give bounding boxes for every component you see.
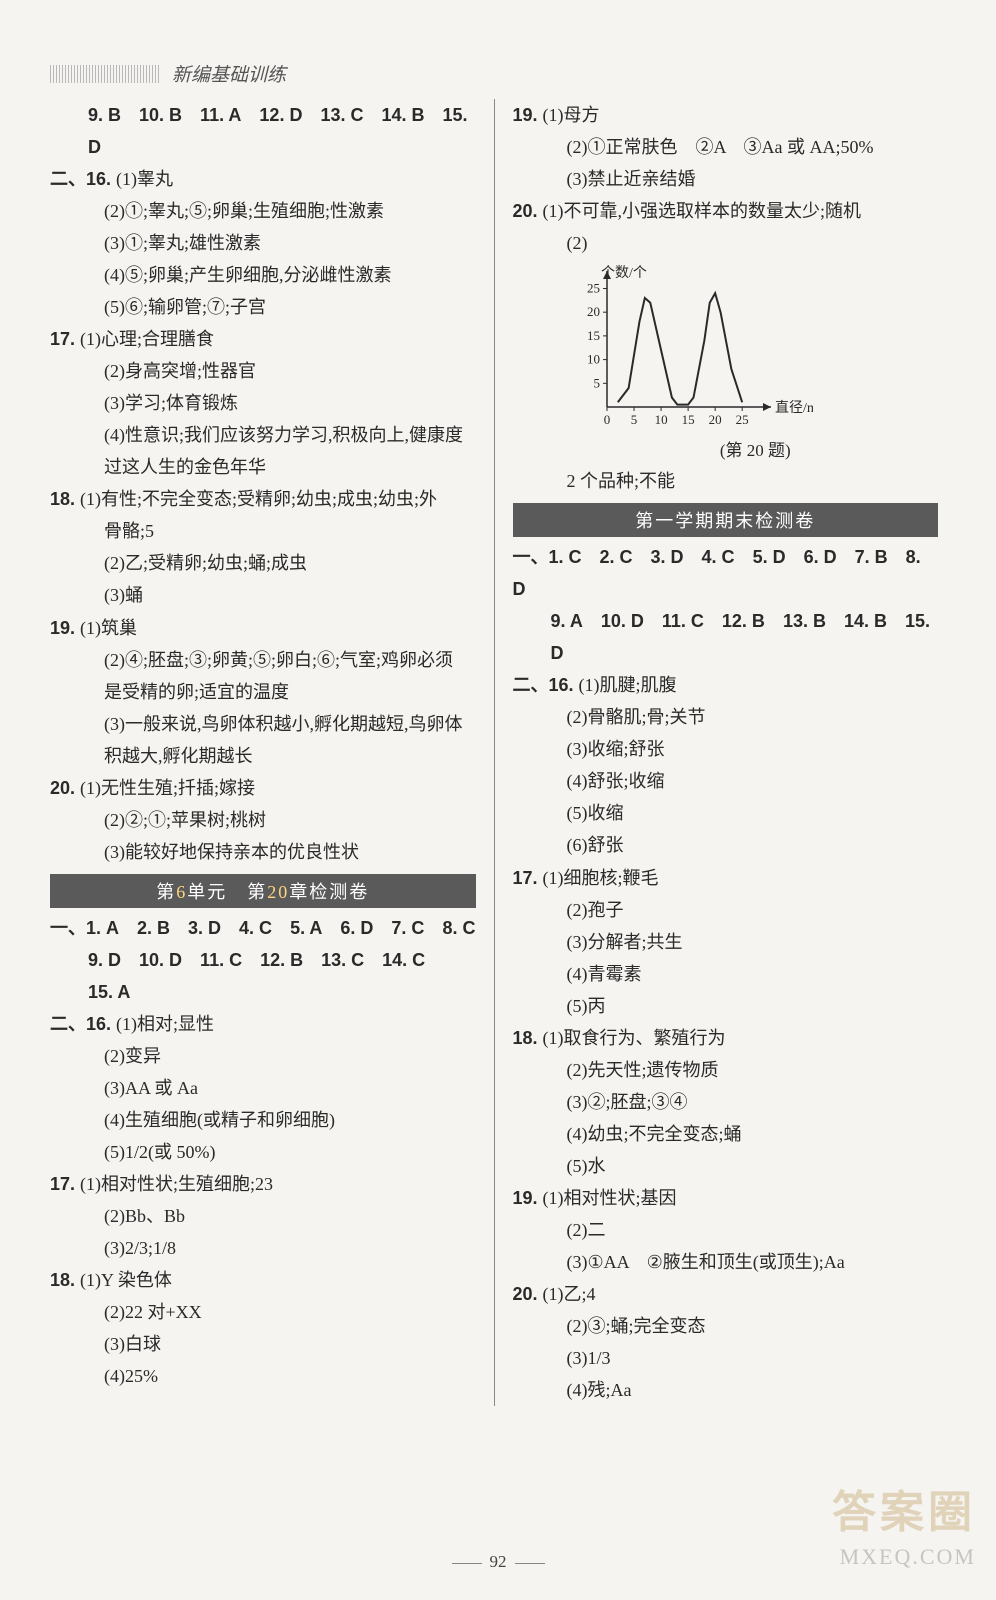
s3-q17-3: (3)分解者;共生 [513,926,939,958]
s3-q18-4: (4)幼虫;不完全变态;蛹 [513,1118,939,1150]
s2-mc-row1: 一、1. A 2. B 3. D 4. C 5. A 6. D 7. C 8. … [50,912,476,944]
s2-q18-lead: 18. (1)Y 染色体 [50,1264,476,1296]
svg-text:5: 5 [593,375,600,390]
r-q20-lead: 20. (1)不可靠,小强选取样本的数量太少;随机 [513,195,939,227]
q18-3: (3)蛹 [50,579,476,611]
s3-mc-row1: 一、1. C 2. C 3. D 4. C 5. D 6. D 7. B 8. … [513,541,939,605]
r-q19-3: (3)禁止近亲结婚 [513,163,939,195]
s2-q17-2: (2)Bb、Bb [50,1200,476,1232]
s3-q17-4: (4)青霉素 [513,958,939,990]
chart-container: 5101520250510152025个数/个直径/mm (第 20 题) [573,261,939,461]
s3-q20-3: (3)1/3 [513,1342,939,1374]
r-q19-lead: 19. (1)母方 [513,99,939,131]
s3-q20-lead: 20. (1)乙;4 [513,1278,939,1310]
svg-text:0: 0 [603,412,610,427]
right-column: 19. (1)母方 (2)①正常肤色 ②A ③Aa 或 AA;50% (3)禁止… [495,99,947,1406]
s3-q16-3: (3)收缩;舒张 [513,733,939,765]
header-title: 新编基础训练 [172,60,286,87]
header-decoration [50,65,160,83]
s3-q20-4: (4)残;Aa [513,1374,939,1406]
r-q20-2: (2) [513,227,939,259]
s3-q19-lead: 19. (1)相对性状;基因 [513,1182,939,1214]
q16-lead: 二、16. (1)睾丸 [50,163,476,195]
svg-text:15: 15 [587,328,600,343]
s3-q20-2: (2)③;蛹;完全变态 [513,1310,939,1342]
q17-2: (2)身高突增;性器官 [50,355,476,387]
r-q20-c: 2 个品种;不能 [513,465,939,497]
q16-2: (2)①;睾丸;⑤;卵巢;生殖细胞;性激素 [50,195,476,227]
q19-2: (2)④;胚盘;③;卵黄;⑤;卵白;⑥;气室;鸡卵必须 [50,644,476,676]
q17-lead: 17. (1)心理;合理膳食 [50,323,476,355]
svg-text:5: 5 [630,412,637,427]
s2-q16-4: (4)生殖细胞(或精子和卵细胞) [50,1104,476,1136]
q16-3: (3)①;睾丸;雄性激素 [50,227,476,259]
q17-3: (3)学习;体育锻炼 [50,387,476,419]
s3-mc-row2: 9. A 10. D 11. C 12. B 13. B 14. B 15. D [513,605,939,669]
s3-q17-5: (5)丙 [513,990,939,1022]
s3-q16-6: (6)舒张 [513,829,939,861]
s3-q18-lead: 18. (1)取食行为、繁殖行为 [513,1022,939,1054]
s2-q18-4: (4)25% [50,1360,476,1392]
bimodal-chart: 5101520250510152025个数/个直径/mm [573,261,813,431]
q19-cont: 是受精的卵;适宜的温度 [50,676,476,708]
s3-q16-4: (4)舒张;收缩 [513,765,939,797]
watermark-sub: MXEQ.COM [840,1544,976,1570]
mc-answers-row: 9. B 10. B 11. A 12. D 13. C 14. B 15. D [50,99,476,163]
q16-5: (5)⑥;输卵管;⑦;子宫 [50,291,476,323]
q20-lead: 20. (1)无性生殖;扦插;嫁接 [50,772,476,804]
s3-q16-5: (5)收缩 [513,797,939,829]
q18-cont: 骨骼;5 [50,515,476,547]
s3-q19-3: (3)①AA ②腋生和顶生(或顶生);Aa [513,1246,939,1278]
s3-q18-2: (2)先天性;遗传物质 [513,1054,939,1086]
s3-q19-2: (2)二 [513,1214,939,1246]
svg-text:20: 20 [708,412,721,427]
s2-q16-5: (5)1/2(或 50%) [50,1136,476,1168]
q19-3: (3)一般来说,鸟卵体积越小,孵化期越短,鸟卵体 [50,708,476,740]
q19-lead: 19. (1)筑巢 [50,612,476,644]
q16-4: (4)⑤;卵巢;产生卵细胞,分泌雌性激素 [50,259,476,291]
s2-q16-lead: 二、16. (1)相对;显性 [50,1008,476,1040]
q20-2: (2)②;①;苹果树;桃树 [50,804,476,836]
svg-text:10: 10 [654,412,667,427]
s2-q18-3: (3)白球 [50,1328,476,1360]
section-banner-2: 第一学期期末检测卷 [513,503,939,537]
q19-cont2: 积越大,孵化期越长 [50,740,476,772]
r-q19-2: (2)①正常肤色 ②A ③Aa 或 AA;50% [513,131,939,163]
svg-text:25: 25 [735,412,748,427]
s3-q17-lead: 17. (1)细胞核;鞭毛 [513,862,939,894]
svg-text:25: 25 [587,281,600,296]
s2-q17-lead: 17. (1)相对性状;生殖细胞;23 [50,1168,476,1200]
section-banner-1: 第6单元 第20章检测卷 [50,874,476,908]
s3-q18-3: (3)②;胚盘;③④ [513,1086,939,1118]
q17-cont: 过这人生的金色年华 [50,451,476,483]
q20-3: (3)能较好地保持亲本的优良性状 [50,836,476,868]
chart-caption: (第 20 题) [573,436,939,461]
svg-text:直径/mm: 直径/mm [775,399,813,416]
q18-lead: 18. (1)有性;不完全变态;受精卵;幼虫;成虫;幼虫;外 [50,483,476,515]
q17-4: (4)性意识;我们应该努力学习,积极向上,健康度 [50,419,476,451]
s2-q17-3: (3)2/3;1/8 [50,1232,476,1264]
left-column: 9. B 10. B 11. A 12. D 13. C 14. B 15. D… [50,99,495,1406]
s3-q16-lead: 二、16. (1)肌腱;肌腹 [513,669,939,701]
s3-q18-5: (5)水 [513,1150,939,1182]
page-header: 新编基础训练 [50,60,946,87]
svg-text:10: 10 [587,352,600,367]
svg-text:15: 15 [681,412,694,427]
q18-2: (2)乙;受精卵;幼虫;蛹;成虫 [50,547,476,579]
s3-q16-2: (2)骨骼肌;骨;关节 [513,701,939,733]
svg-text:20: 20 [587,304,600,319]
s3-q17-2: (2)孢子 [513,894,939,926]
watermark: 答案圈 [832,1476,976,1540]
s2-q16-2: (2)变异 [50,1040,476,1072]
s2-mc-row2: 9. D 10. D 11. C 12. B 13. C 14. C 15. A [50,944,476,1008]
s2-q16-3: (3)AA 或 Aa [50,1072,476,1104]
svg-text:个数/个: 个数/个 [601,265,647,281]
s2-q18-2: (2)22 对+XX [50,1296,476,1328]
